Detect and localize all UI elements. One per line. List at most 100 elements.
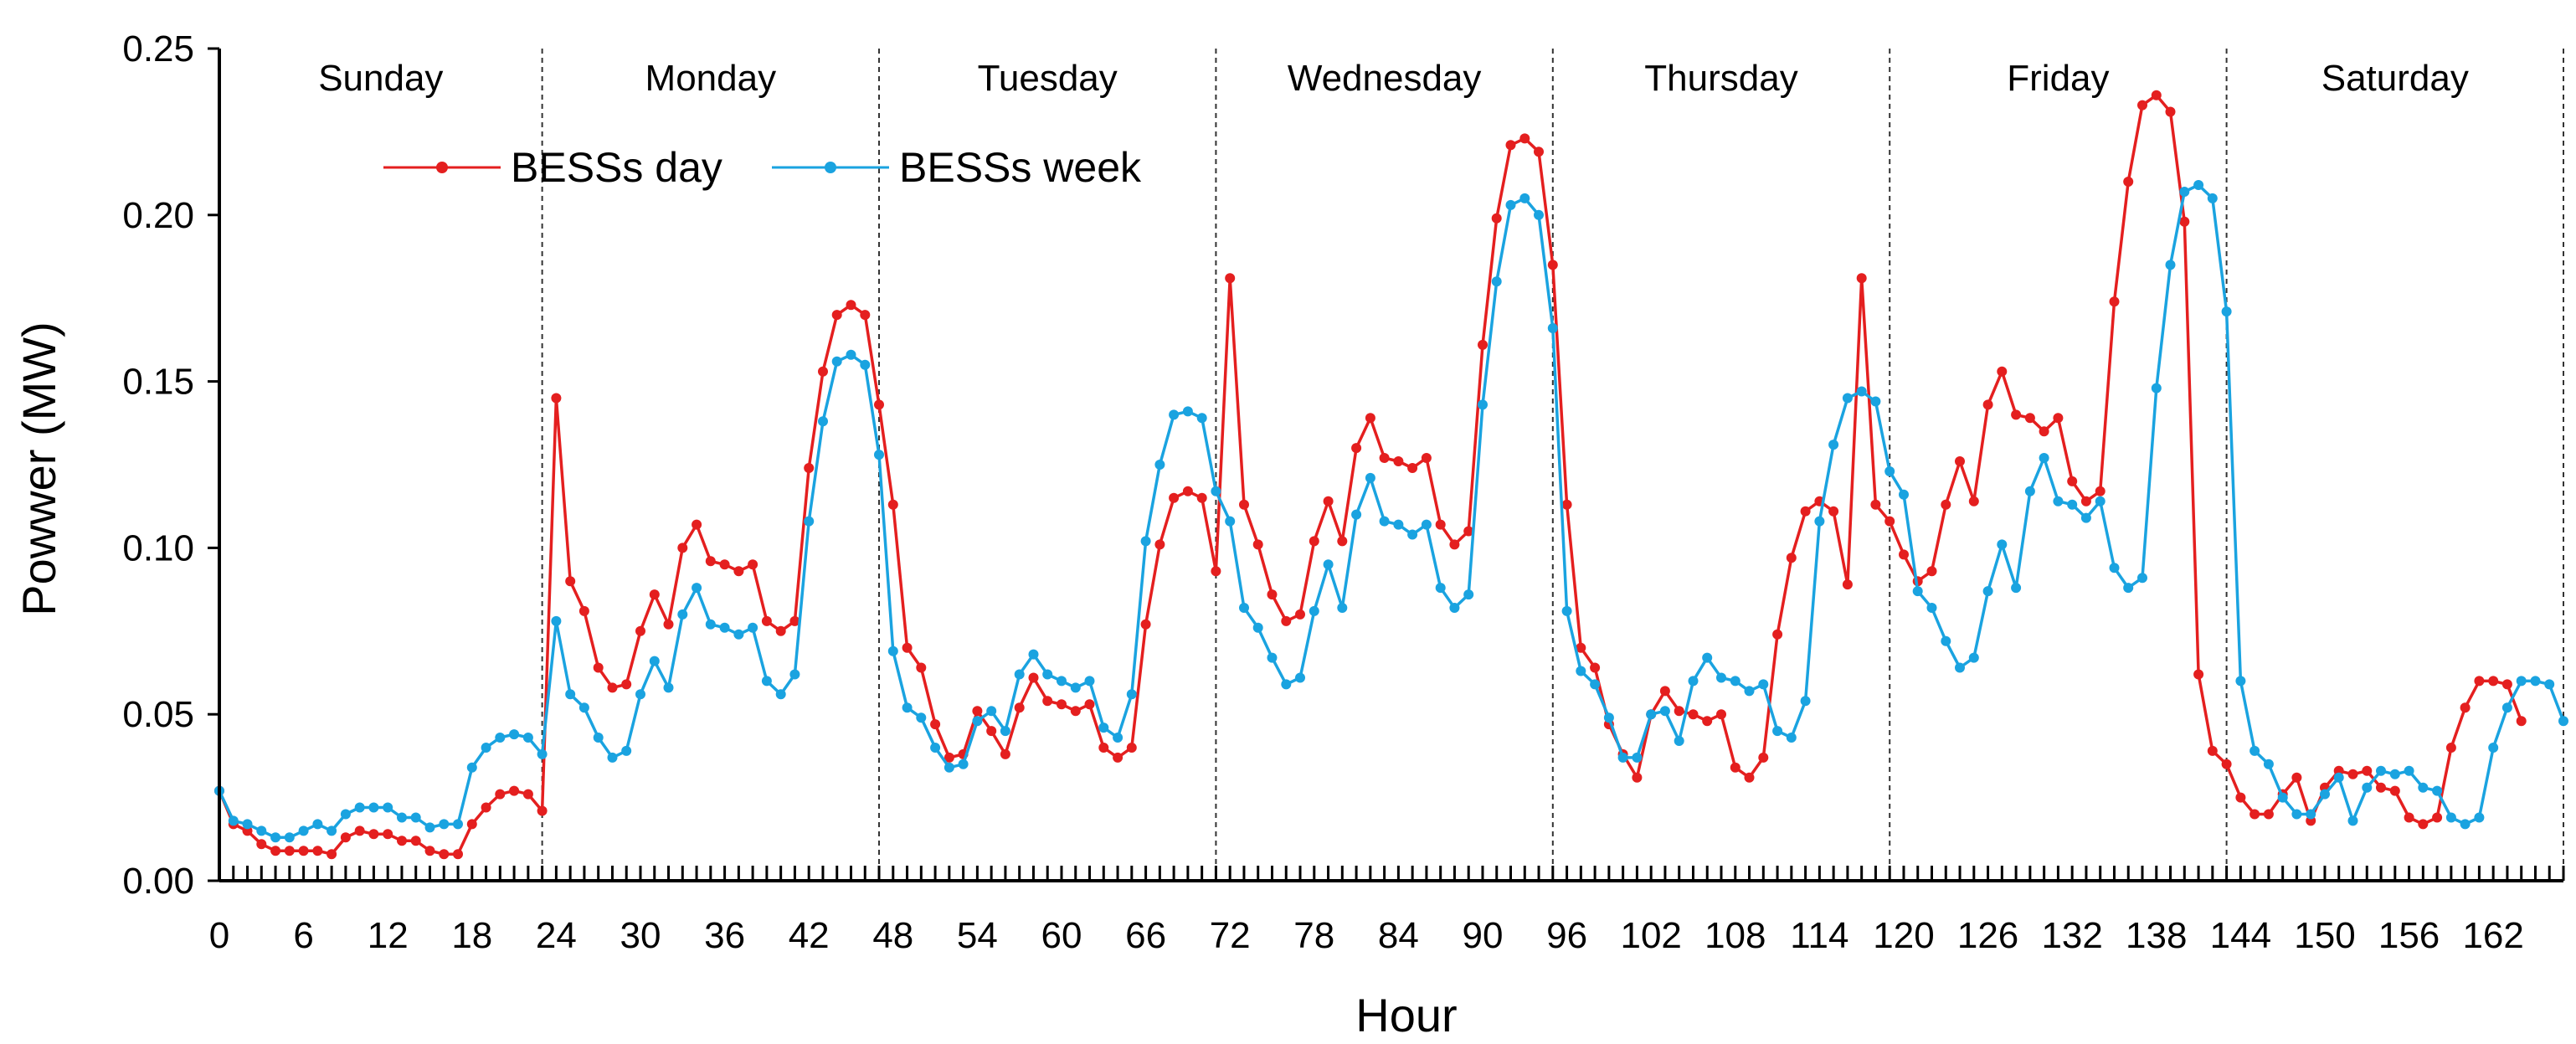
data-point — [578, 702, 589, 713]
data-point — [1968, 652, 1979, 663]
data-point — [2432, 785, 2443, 796]
data-point — [1702, 652, 1713, 663]
x-tick-label: 6 — [293, 915, 313, 956]
data-point — [1309, 605, 1319, 616]
x-tick-label: 84 — [1378, 915, 1419, 956]
x-tick-label: 114 — [1790, 915, 1848, 956]
data-point — [2460, 702, 2471, 713]
data-point — [2235, 676, 2246, 687]
data-point — [621, 745, 632, 756]
data-point — [1912, 586, 1923, 597]
data-point — [2024, 413, 2035, 424]
data-point — [1393, 456, 1404, 466]
data-point — [298, 846, 309, 856]
x-axis-minor-ticks — [218, 866, 2565, 881]
data-point — [1884, 466, 1895, 476]
x-tick-label: 150 — [2294, 915, 2355, 956]
data-point — [466, 819, 477, 830]
data-point — [1674, 706, 1684, 717]
data-point — [2095, 486, 2106, 496]
data-point — [705, 556, 716, 567]
data-point — [663, 619, 674, 630]
data-point — [256, 825, 267, 836]
data-point — [2095, 496, 2106, 507]
series-layer — [214, 90, 2568, 860]
data-point — [916, 712, 927, 723]
data-point — [2193, 180, 2204, 190]
data-point — [1169, 409, 1180, 420]
data-point — [860, 310, 871, 321]
data-point — [1505, 199, 1516, 210]
x-tick-label: 144 — [2210, 915, 2271, 956]
data-point — [1225, 516, 1236, 527]
data-point — [677, 609, 688, 620]
day-label: Wednesday — [1288, 58, 1482, 99]
x-tick-label: 72 — [1210, 915, 1251, 956]
data-point — [1295, 609, 1305, 620]
data-point — [607, 752, 618, 763]
x-tick-label: 30 — [620, 915, 661, 956]
data-point — [439, 819, 450, 830]
data-point — [2151, 90, 2162, 100]
data-point — [944, 752, 954, 763]
data-point — [1267, 652, 1278, 663]
data-point — [1478, 399, 1488, 410]
data-point — [565, 689, 576, 700]
data-point — [1000, 726, 1010, 737]
data-point — [1547, 323, 1558, 333]
data-point — [775, 625, 786, 636]
data-point — [1113, 733, 1123, 743]
data-point — [424, 846, 435, 856]
data-point — [2011, 583, 2022, 594]
x-tick-label: 78 — [1293, 915, 1334, 956]
data-point — [831, 310, 842, 321]
data-point — [1407, 463, 1418, 473]
x-tick-label: 48 — [872, 915, 913, 956]
data-point — [1982, 586, 1993, 597]
data-point — [1941, 499, 1951, 510]
x-tick-label: 42 — [789, 915, 830, 956]
x-tick-label: 156 — [2378, 915, 2440, 956]
data-point — [368, 829, 379, 840]
data-point — [2039, 426, 2049, 437]
data-point — [1659, 686, 1670, 697]
data-point — [1211, 566, 1221, 577]
data-point — [466, 762, 477, 773]
data-point — [887, 499, 898, 510]
day-label: Sunday — [318, 58, 443, 99]
data-point — [509, 785, 520, 796]
data-point — [1042, 669, 1053, 680]
data-point — [2347, 815, 2358, 826]
x-tick-label: 36 — [704, 915, 745, 956]
data-point — [1758, 752, 1769, 763]
data-point — [1870, 499, 1881, 510]
data-point — [1084, 699, 1095, 710]
data-point — [1084, 676, 1095, 687]
data-point — [1674, 736, 1684, 746]
data-point — [354, 825, 365, 836]
data-point — [1828, 440, 1839, 450]
x-tick-label: 60 — [1041, 915, 1082, 956]
data-point — [1884, 516, 1895, 527]
data-point — [340, 809, 351, 820]
data-point — [354, 802, 365, 813]
data-point — [2544, 679, 2555, 690]
data-point — [1926, 603, 1937, 613]
data-point — [1196, 413, 1207, 424]
data-point — [1926, 566, 1937, 577]
data-point — [383, 829, 393, 840]
y-axis-ticks: 0.00 0.05 0.10 0.15 0.20 0.25 — [122, 28, 219, 902]
x-tick-label: 90 — [1463, 915, 1504, 956]
data-point — [1421, 519, 1432, 530]
data-point — [2362, 782, 2373, 793]
data-point — [2530, 676, 2541, 687]
series-besss-week — [214, 180, 2568, 843]
data-point — [775, 689, 786, 700]
y-tick-label: 0.25 — [122, 28, 194, 69]
data-point — [1772, 629, 1783, 640]
data-point — [1435, 519, 1446, 530]
data-point — [453, 849, 463, 860]
data-point — [1028, 649, 1039, 660]
data-point — [1169, 492, 1180, 503]
data-point — [733, 629, 744, 640]
